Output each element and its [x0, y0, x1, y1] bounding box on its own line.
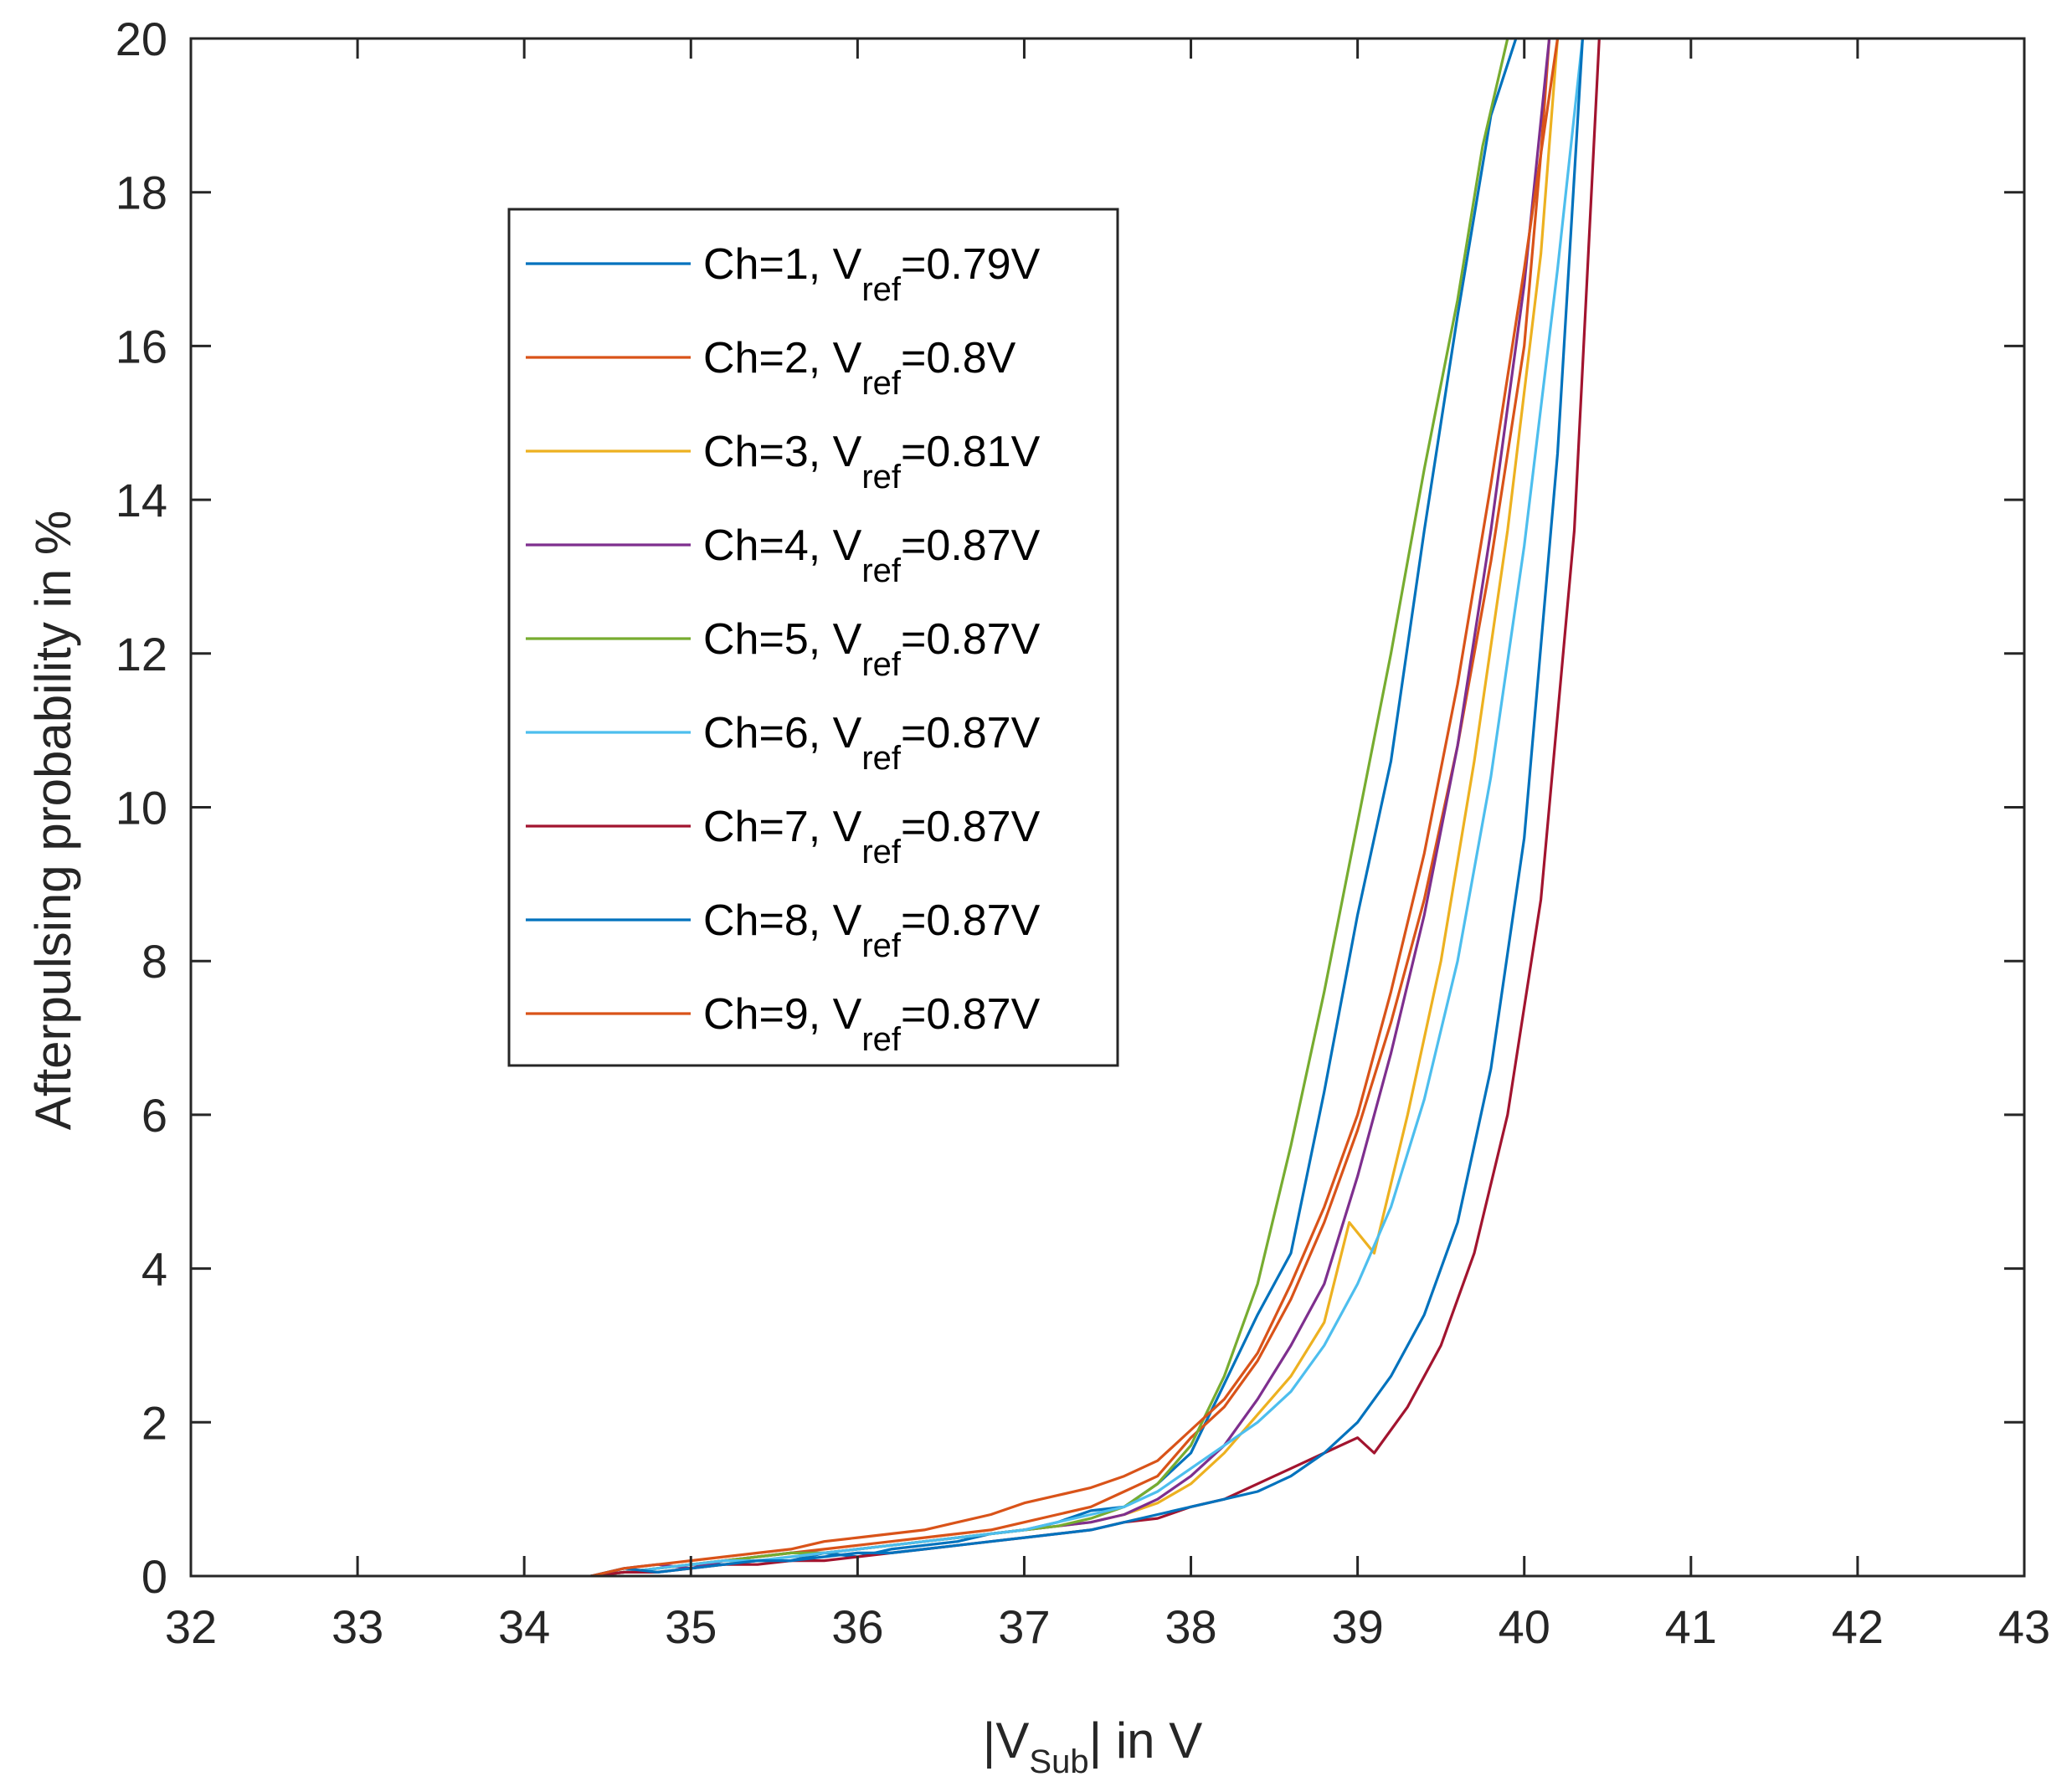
series-line-ch8	[590, 39, 1584, 1576]
y-tick-label: 12	[116, 628, 167, 680]
legend-item-ch9[interactable]: Ch=9, Vref=0.87V	[526, 990, 1041, 1058]
x-tick-label: 32	[165, 1600, 217, 1653]
legend-label: Ch=5, Vref=0.87V	[703, 615, 1041, 683]
legend-label: Ch=4, Vref=0.87V	[703, 521, 1041, 589]
x-tick-label: 33	[332, 1600, 383, 1653]
series-layer	[590, 39, 1601, 1576]
x-tick-label: 42	[1832, 1600, 1884, 1653]
x-tick-label: 38	[1165, 1600, 1216, 1653]
y-tick-label: 20	[116, 13, 167, 65]
y-tick-label: 14	[116, 474, 167, 526]
y-axis-title: Afterpulsing probability in %	[25, 511, 81, 1130]
x-tick-label: 37	[998, 1600, 1050, 1653]
x-tick-label: 34	[498, 1600, 550, 1653]
legend-label: Ch=1, Vref=0.79V	[703, 240, 1041, 308]
y-tick-label: 0	[141, 1550, 167, 1603]
legend-label: Ch=3, Vref=0.81V	[703, 428, 1041, 495]
legend-label: Ch=8, Vref=0.87V	[703, 896, 1041, 964]
series-line-ch9	[590, 39, 1560, 1576]
y-tick-label: 16	[116, 320, 167, 372]
legend-item-ch3[interactable]: Ch=3, Vref=0.81V	[526, 428, 1041, 495]
legend-label: Ch=9, Vref=0.87V	[703, 990, 1041, 1058]
y-tick-label: 6	[141, 1089, 167, 1142]
y-tick-label: 8	[141, 935, 167, 988]
y-tick-label: 10	[116, 782, 167, 834]
series-line-ch5	[590, 39, 1509, 1576]
x-tick-label: 41	[1665, 1600, 1717, 1653]
x-tick-label: 35	[665, 1600, 717, 1653]
x-tick-label: 43	[1998, 1600, 2050, 1653]
axes: 32 33 34 35 36 37 38 39 40 41 42 43 0 2 4 6 8 10 12 14 16 18 2…	[116, 13, 2050, 1653]
x-tick-label: 39	[1331, 1600, 1383, 1653]
legend-item-ch2[interactable]: Ch=2, Vref=0.8V	[526, 334, 1016, 402]
legend-label: Ch=7, Vref=0.87V	[703, 803, 1041, 870]
x-tick-label: 40	[1499, 1600, 1550, 1653]
legend-item-ch1[interactable]: Ch=1, Vref=0.79V	[526, 240, 1041, 308]
legend-item-ch8[interactable]: Ch=8, Vref=0.87V	[526, 896, 1041, 964]
y-tick-label: 18	[116, 167, 167, 219]
legend-label: Ch=6, Vref=0.87V	[703, 709, 1041, 777]
legend-item-ch4[interactable]: Ch=4, Vref=0.87V	[526, 521, 1041, 589]
legend-item-ch6[interactable]: Ch=6, Vref=0.87V	[526, 709, 1041, 777]
x-tick-label: 36	[831, 1600, 883, 1653]
legend-item-ch5[interactable]: Ch=5, Vref=0.87V	[526, 615, 1041, 683]
legend-label: Ch=2, Vref=0.8V	[703, 334, 1016, 402]
y-tick-label: 4	[141, 1243, 167, 1296]
legend-item-ch7[interactable]: Ch=7, Vref=0.87V	[526, 803, 1041, 870]
y-tick-label: 2	[141, 1396, 167, 1449]
legend[interactable]: Ch=1, Vref=0.79V Ch=2, Vref=0.8V Ch=3, Vre…	[507, 208, 1119, 1067]
x-axis-title: |VSub| in V	[983, 1712, 1202, 1780]
